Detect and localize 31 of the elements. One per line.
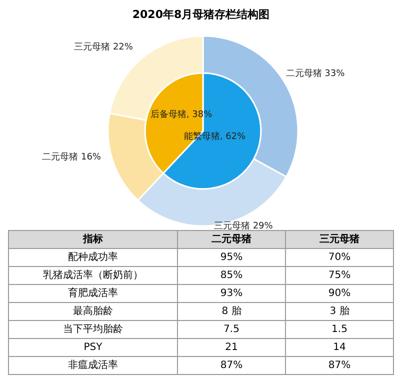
x-tick-label: 三元母猪 bbox=[286, 230, 394, 248]
data-label: 87% bbox=[286, 356, 394, 374]
y-tick-label: 最高胎龄 bbox=[8, 302, 178, 320]
x-tick-label: 二元母猪 bbox=[178, 230, 286, 248]
y-axis-title: 指标 bbox=[8, 230, 178, 248]
data-label: 90% bbox=[286, 284, 394, 302]
chart-title: 2020年8月母猪存栏结构图 bbox=[131, 8, 271, 22]
data-label: 3 胎 bbox=[286, 302, 394, 320]
slice-label: 后备母猪, 38% bbox=[150, 108, 213, 120]
data-label: 8 胎 bbox=[178, 302, 286, 320]
data-label: 85% bbox=[178, 266, 286, 284]
slice-label: 三元母猪 29% bbox=[214, 220, 274, 232]
y-tick-label: PSY bbox=[8, 338, 178, 356]
data-label: 21 bbox=[178, 338, 286, 356]
y-tick-label: 非瘟成活率 bbox=[8, 356, 178, 374]
data-label: 70% bbox=[286, 248, 394, 266]
data-label: 93% bbox=[178, 284, 286, 302]
y-tick-label: 当下平均胎龄 bbox=[8, 320, 178, 338]
y-tick-label: 乳猪成活率（断奶前） bbox=[8, 266, 178, 284]
y-tick-label: 配种成功率 bbox=[8, 248, 178, 266]
data-label: 87% bbox=[178, 356, 286, 374]
y-tick-label: 育肥成活率 bbox=[8, 284, 178, 302]
slice-label: 二元母猪 16% bbox=[42, 152, 102, 163]
data-label: 7.5 bbox=[178, 320, 286, 338]
data-label: 75% bbox=[286, 266, 394, 284]
data-label: 14 bbox=[286, 338, 394, 356]
slice-label: 能繁母猪, 62% bbox=[184, 131, 246, 142]
data-label: 95% bbox=[178, 248, 286, 266]
slice-label: 三元母猪 22% bbox=[74, 41, 134, 52]
data-label: 1.5 bbox=[286, 320, 394, 338]
slice-label: 二元母猪 33% bbox=[286, 68, 346, 80]
